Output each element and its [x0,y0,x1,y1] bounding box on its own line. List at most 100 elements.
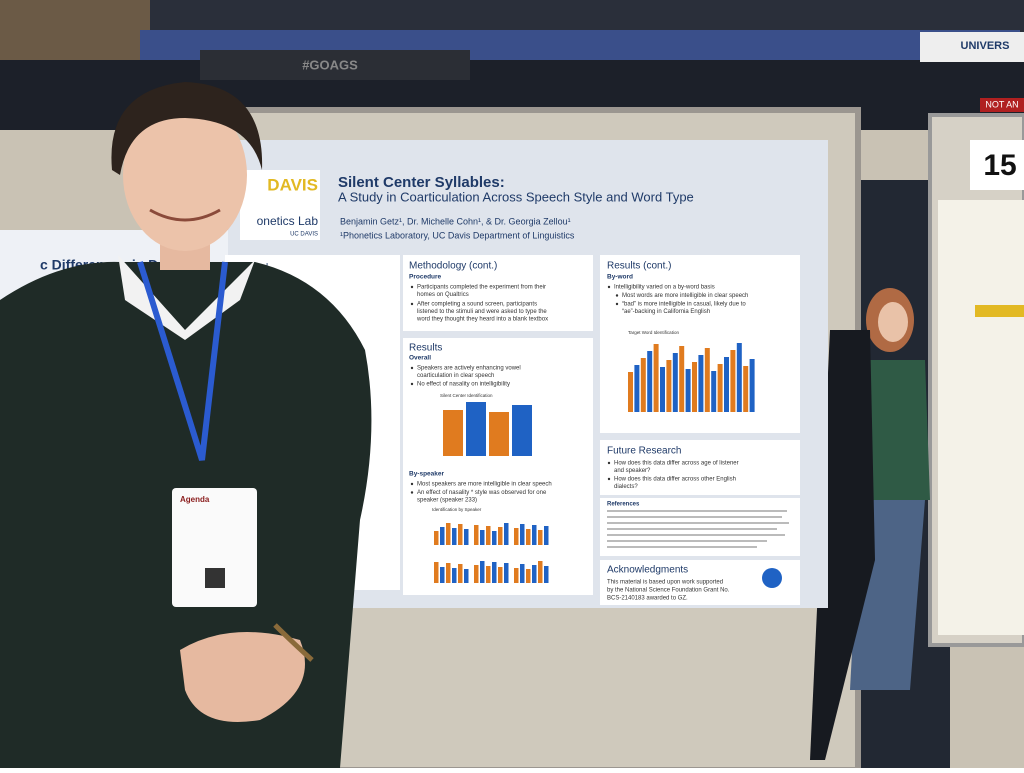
poster-authors: Benjamin Getz¹, Dr. Michelle Cohn¹, & Dr… [340,216,571,226]
chart-bar [440,567,445,583]
sweater [860,360,930,500]
chart-bar [544,566,549,583]
person: Agenda [0,82,372,768]
chart-bar [743,366,749,412]
chart-bar [474,525,479,545]
chart-bar [704,348,710,412]
chart-bar [685,369,691,412]
panel-heading: Results [409,343,442,354]
mini-chart [628,343,755,412]
chart-bar [464,529,469,545]
panel-subheading: Overall [409,355,431,362]
mini-chart [443,402,532,456]
chart-bar [628,372,633,412]
chart-bar [730,350,736,412]
board-number: 15 [983,149,1016,182]
chart-bar [489,412,509,456]
bullet-text: speaker (speaker 233) [417,498,477,504]
panel-heading: Future Research [607,446,681,457]
banner [200,50,470,80]
logo: DAVIS [267,175,318,194]
badge [172,488,257,607]
qr-code [205,568,225,588]
chart-bar [749,359,755,412]
chart-bar [717,364,723,412]
chart-bar [466,402,486,456]
bullet [607,477,611,481]
poster-affiliation: ¹Phonetics Laboratory, UC Davis Departme… [340,230,575,240]
hands [180,632,305,722]
bullet-text: and speaker? [614,468,651,474]
bullet-text: listened to the stimuli and were asked t… [417,309,547,315]
bullet-text: Intelligibility varied on a by-word basi… [614,285,715,291]
bullet [410,482,414,486]
lab-name: onetics Lab [257,214,319,228]
panel-subheading: By-word [607,274,633,281]
collar [118,255,255,340]
chart-bar [692,362,697,412]
hair [111,82,263,175]
bullet-text: coarticulation in clear speech [417,373,494,379]
chart-bar [520,564,525,583]
chart-bar [672,353,678,412]
chart-bar [526,529,531,545]
acknowledgment-text: BCS-2140183 awarded to GZ. [607,596,688,602]
chart-bar [446,523,451,545]
face [878,302,908,342]
bullet [410,366,414,370]
bullet-text: “ae”-backing in California English [622,309,710,315]
chart-bar [498,567,503,583]
bullet [410,491,414,494]
chart-bar [486,526,491,545]
chart-bar [640,358,646,412]
chart-bar [492,531,497,545]
chart-bar [538,530,543,545]
chart-bar [526,569,531,583]
wall [0,0,150,60]
chart-title: Target Word Identification [628,330,679,335]
chart-bar [544,526,549,545]
bullet [615,302,619,306]
bullet-text: Most speakers are more intelligible in c… [417,482,552,488]
bullet-text: An effect of nasality * style was observ… [417,490,547,496]
chart-bar [480,561,485,583]
acknowledgment-text: This material is based upon work support… [607,580,723,586]
panel-subheading: Procedure [409,274,442,281]
reference-lines [607,510,789,548]
methodology-panel [403,255,593,331]
chart-bar [711,371,717,412]
poster-title: Silent Center Syllables: [338,174,505,191]
chart-bar [458,564,463,583]
chart-bar [486,566,491,583]
bullet [607,285,611,289]
chart-bar [452,528,457,545]
right-poster [938,200,1024,635]
chart-bar [446,563,451,583]
chart-bar [647,351,653,412]
chart-bar [464,569,469,583]
poster-subtitle: A Study in Coarticulation Across Speech … [338,189,694,204]
chart-bar [480,530,485,545]
chart-bar [498,527,503,545]
bullet [410,285,414,289]
nsf-logo [762,568,782,588]
chart-bar [514,528,519,545]
smile [149,208,221,222]
bullet-text: No effect of nasality on intelligibility [417,382,510,388]
bullet [615,294,619,297]
chart-bar [736,343,742,412]
red-sign [980,98,1024,112]
bullet-text: “bad” is more intelligible in casual, li… [622,302,746,308]
chart-bar [666,360,672,412]
chart-bar [724,357,729,412]
chart-title: Identification by Speaker [432,507,482,512]
chart-bar [679,346,685,412]
right-poster-bar [975,305,1024,317]
lab-small: UC DAVIS [290,232,318,238]
chart-bar [532,525,537,545]
results-panel [403,338,593,595]
banner-text: #GOAGS [302,57,358,72]
future-panel [600,440,800,495]
chart-bar [653,344,659,412]
